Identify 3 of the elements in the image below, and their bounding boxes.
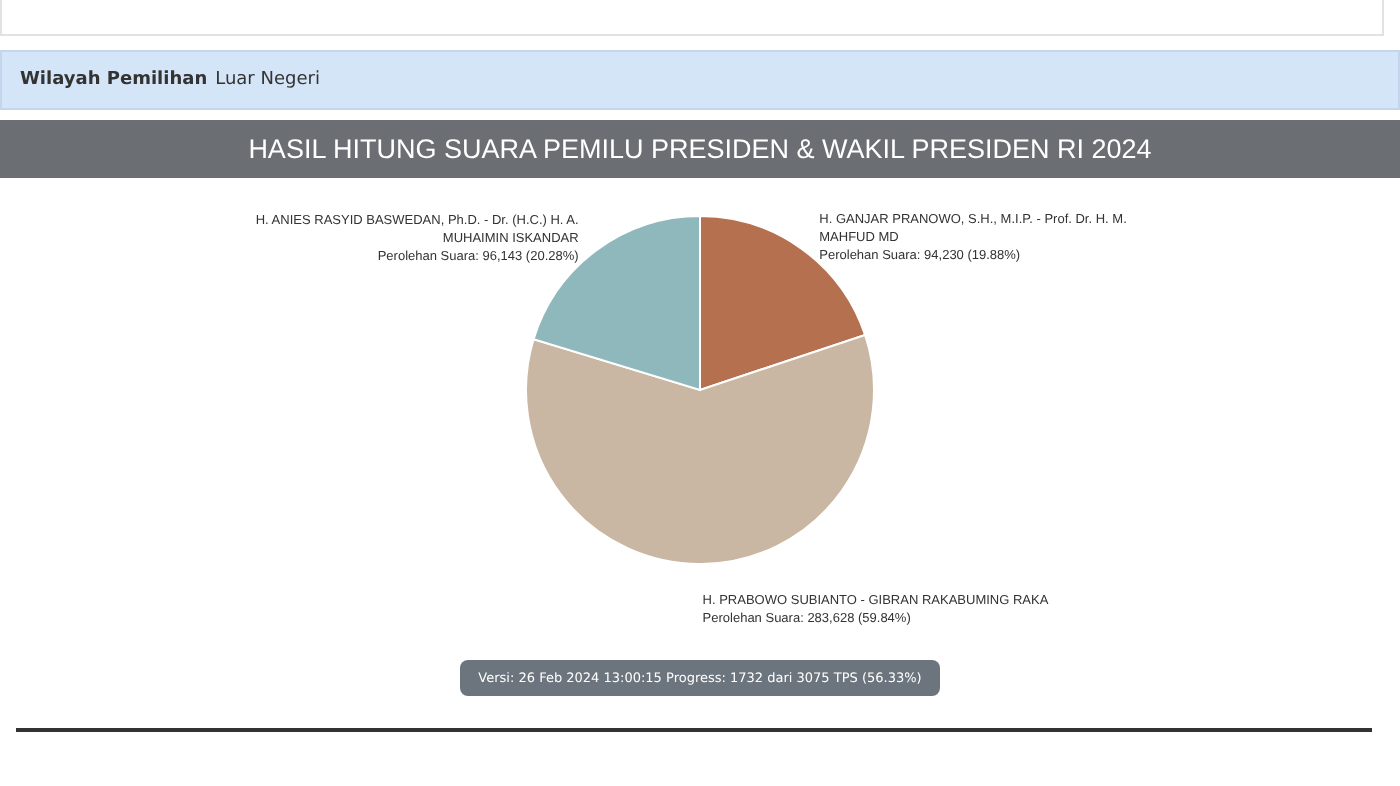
text: Wilayah Pemilihan	[20, 70, 208, 90]
chart-title: HASIL HITUNG SUARA PEMILU PRESIDEN & WAKIL PRESIDEN RI 2024	[0, 120, 1400, 178]
text: Luar Negeri	[215, 70, 320, 90]
